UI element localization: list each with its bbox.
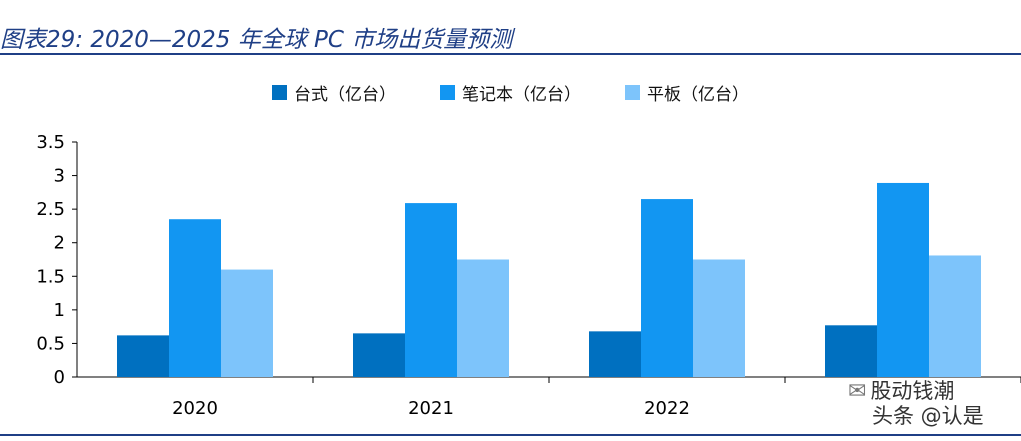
watermark: ✉ 股动钱潮 头条 @认是 (848, 379, 984, 428)
legend-item-tablet: 平板（亿台） (625, 80, 749, 105)
y-tick-label: 1.5 (36, 266, 65, 287)
legend-swatch-desktop (272, 84, 287, 100)
y-tick-label: 0.5 (36, 333, 65, 354)
bar-laptop-2022 (641, 199, 693, 377)
wechat-icon: ✉ (848, 379, 867, 404)
x-tick-label: 2021 (408, 398, 454, 419)
y-tick-label: 0 (54, 367, 65, 388)
x-tick-label: 2020 (172, 398, 218, 419)
bottom-divider (0, 434, 1021, 436)
bar-tablet-2020 (221, 269, 273, 377)
watermark-line1: 股动钱潮 (870, 379, 955, 403)
bar-laptop-2021 (405, 203, 457, 377)
y-tick-label: 3 (54, 166, 65, 187)
y-tick-label: 2.5 (36, 199, 65, 220)
y-tick-label: 2 (54, 233, 65, 254)
chart-legend: 台式（亿台） 笔记本（亿台） 平板（亿台） (0, 80, 1021, 105)
legend-label-tablet: 平板（亿台） (647, 84, 749, 105)
bar-desktop-2020 (117, 335, 169, 377)
bar-laptop-2023 (877, 182, 929, 377)
y-tick-label: 3.5 (36, 132, 65, 153)
watermark-line2: 头条 @认是 (872, 404, 984, 428)
bar-tablet-2021 (457, 259, 509, 377)
legend-swatch-laptop (440, 84, 455, 100)
bar-tablet-2023 (929, 255, 981, 377)
legend-item-laptop: 笔记本（亿台） (440, 80, 581, 105)
bar-desktop-2021 (353, 333, 405, 377)
legend-swatch-tablet (625, 84, 640, 100)
legend-item-desktop: 台式（亿台） (272, 80, 396, 105)
x-tick-label: 2022 (644, 398, 690, 419)
bar-laptop-2020 (169, 219, 221, 377)
figure-title: 图表29: 2020—2025 年全球 PC 市场出货量预测 (0, 27, 513, 53)
legend-label-laptop: 笔记本（亿台） (462, 84, 581, 105)
y-tick-label: 1 (54, 300, 65, 321)
bar-desktop-2023 (825, 325, 877, 377)
bar-tablet-2022 (693, 259, 745, 377)
bar-desktop-2022 (589, 331, 641, 377)
legend-label-desktop: 台式（亿台） (294, 84, 396, 105)
title-divider (0, 53, 1021, 55)
